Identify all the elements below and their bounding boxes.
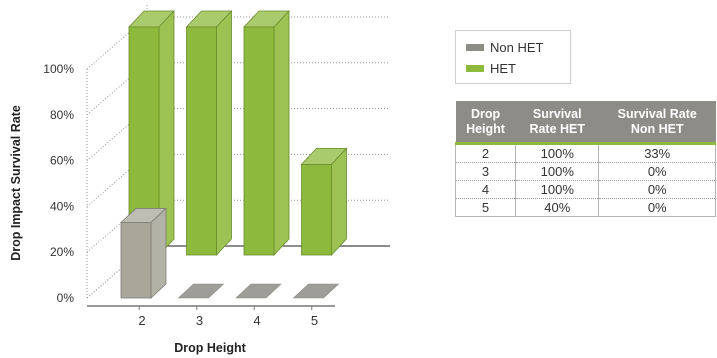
table-cell: 2 xyxy=(454,143,516,163)
legend-label-non-het: Non HET xyxy=(490,40,544,55)
table-header-row: Drop Height Survival Rate HET Survival R… xyxy=(455,101,716,145)
header-text: Non HET xyxy=(630,122,684,136)
x-tick-label: 2 xyxy=(138,313,145,328)
header-survival-rate-het: Survival Rate HET xyxy=(515,101,599,145)
het-bar-side xyxy=(331,147,347,257)
non-het-bar-front xyxy=(120,222,152,299)
table-row: 2 100% 33% xyxy=(454,143,716,163)
chart-legend: Non HET HET xyxy=(455,30,571,84)
y-tick-label: 60% xyxy=(50,154,74,168)
legend-swatch-non-het xyxy=(466,44,484,51)
y-tick-label: 20% xyxy=(50,245,74,259)
non-het-bar-zero xyxy=(235,283,282,299)
survival-data-table: Drop Height Survival Rate HET Survival R… xyxy=(454,101,716,217)
non-het-bar-side xyxy=(150,207,167,299)
het-bar-side xyxy=(216,9,232,257)
table-cell: 0% xyxy=(598,180,716,199)
header-text: Rate HET xyxy=(529,122,586,136)
y-tick-label: 80% xyxy=(50,108,74,122)
legend-swatch-het xyxy=(466,65,484,72)
table-cell: 0% xyxy=(598,162,716,181)
het-bar-side xyxy=(273,9,290,257)
y-tick-label: 100% xyxy=(43,62,74,76)
legend-item-het: HET xyxy=(466,58,570,79)
het-bar-front xyxy=(243,26,275,256)
table-cell: 100% xyxy=(515,180,599,199)
x-tick-label: 5 xyxy=(311,313,318,328)
header-text: Survival xyxy=(532,107,582,121)
header-text: Height xyxy=(466,122,505,136)
header-drop-height: Drop Height xyxy=(455,101,516,145)
x-tick-label: 3 xyxy=(196,313,203,328)
header-survival-rate-non-het: Survival Rate Non HET xyxy=(598,101,716,145)
survival-rate-3d-bar-chart: 0% 20% 40% 60% 80% 100% 2 3 4 5 Drop Height Drop Im… xyxy=(9,5,390,355)
table-cell: 3 xyxy=(454,162,516,181)
y-tick-label: 40% xyxy=(50,199,74,213)
y-tick-label: 0% xyxy=(57,291,75,305)
het-bar-front xyxy=(186,26,217,256)
x-axis-title: Drop Height xyxy=(174,341,246,355)
x-tick-label: 4 xyxy=(253,313,260,328)
y-axis-title: Drop Impact Survival Rate xyxy=(9,105,23,261)
table-row: 4 100% 0% xyxy=(454,180,716,199)
table-cell: 5 xyxy=(454,198,516,217)
non-het-bar-zero xyxy=(292,283,340,299)
table-row: 3 100% 0% xyxy=(454,162,716,181)
table-cell: 100% xyxy=(515,143,599,163)
header-text: Survival Rate xyxy=(617,107,697,121)
legend-item-non-het: Non HET xyxy=(466,37,570,58)
header-text: Drop xyxy=(470,107,501,121)
legend-label-het: HET xyxy=(490,61,516,76)
table-cell: 4 xyxy=(454,180,516,199)
table-cell: 33% xyxy=(598,143,716,163)
table-cell: 0% xyxy=(598,198,716,217)
non-het-bar-zero xyxy=(177,283,225,299)
het-bar-front xyxy=(301,163,332,256)
table-cell: 100% xyxy=(515,162,599,181)
table-cell: 40% xyxy=(515,198,599,217)
table-row: 5 40% 0% xyxy=(454,198,716,217)
